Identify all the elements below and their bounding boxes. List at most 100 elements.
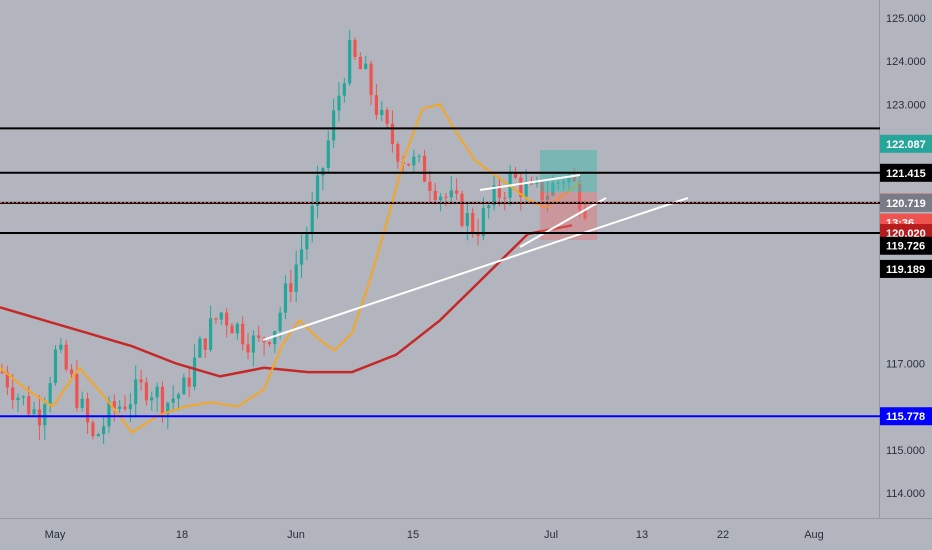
candle-body	[214, 318, 218, 320]
candle-body	[43, 404, 47, 426]
candle-body	[128, 404, 132, 410]
candle-body	[198, 338, 202, 358]
candle-body	[369, 63, 373, 96]
trendline-channel-top[interactable]	[479, 174, 581, 191]
time-tick-label: 15	[407, 529, 419, 541]
time-tick-label: May	[45, 529, 66, 541]
candle-body	[406, 163, 411, 166]
candle-body	[385, 109, 389, 124]
candle-body	[230, 325, 234, 334]
candle-body	[545, 195, 550, 200]
price-tick-label: 124.000	[886, 56, 926, 68]
candle-body	[112, 401, 116, 409]
candle-body	[460, 193, 464, 226]
candle-body	[583, 209, 587, 219]
candle-body	[449, 190, 453, 198]
candle-body	[134, 379, 138, 405]
candle-body	[176, 394, 181, 399]
candle-body	[5, 372, 9, 388]
time-tick-label: 22	[717, 529, 729, 541]
candle-body	[139, 379, 143, 383]
price-tick-label: 125.000	[886, 13, 926, 25]
candle-body	[417, 155, 421, 157]
candle-body	[150, 397, 154, 401]
time-tick-labels: May 18 Jun 15 Jul 13 22 Aug	[45, 529, 824, 541]
time-tick-label: 18	[176, 529, 188, 541]
candle-body	[294, 264, 298, 292]
candle-body	[455, 190, 459, 194]
candle-body	[321, 168, 325, 176]
price-badge-label: 122.087	[886, 139, 926, 151]
candle-body	[529, 183, 534, 185]
price-badge	[880, 193, 932, 212]
price-tick-label: 123.000	[886, 99, 926, 111]
candle-body	[225, 312, 229, 326]
candle-body	[283, 283, 288, 313]
candle-body	[0, 372, 4, 374]
candle-body	[332, 110, 336, 141]
candle-body	[348, 39, 352, 84]
price-badge-label: 121.415	[886, 168, 926, 180]
candle-body	[37, 409, 42, 426]
plot-area[interactable]	[0, 0, 880, 518]
candle-body	[102, 426, 106, 435]
candle-body	[187, 377, 191, 387]
price-badge	[880, 236, 932, 255]
candle-body	[364, 63, 368, 70]
candle-body	[85, 398, 90, 423]
price-badge	[880, 134, 932, 153]
price-badge-label: 115.778	[886, 411, 925, 423]
candle-body	[492, 185, 496, 206]
candle-body	[69, 369, 74, 374]
candle-body	[380, 109, 384, 116]
candle-body	[487, 205, 491, 209]
candle-body	[471, 212, 475, 233]
candle-body	[160, 386, 165, 414]
candle-body	[433, 190, 437, 201]
candle-body	[578, 181, 582, 210]
candle-body	[476, 232, 480, 237]
candle-body	[428, 181, 432, 191]
candle-body	[535, 181, 539, 184]
price-badge-label: 119.726	[886, 241, 925, 253]
candle-body	[273, 331, 277, 345]
candle-body	[11, 387, 15, 401]
candle-body	[267, 342, 272, 345]
target-zone-box[interactable]	[540, 150, 597, 192]
trendline-support[interactable]	[262, 197, 689, 341]
price-tick-label: 114.000	[886, 488, 925, 500]
candle-body	[342, 83, 346, 96]
candle-body	[59, 344, 63, 350]
candle-body	[422, 155, 427, 182]
candle-body	[444, 196, 448, 198]
candle-body	[310, 205, 314, 235]
candle-body	[32, 409, 36, 415]
candle-body	[438, 196, 443, 201]
candle-body	[27, 396, 31, 415]
candle-body	[235, 323, 239, 334]
price-badge	[880, 259, 932, 278]
candle-body	[305, 234, 309, 250]
candle-body	[182, 377, 186, 395]
fast-moving-average-line	[0, 103, 582, 434]
candle-body	[16, 397, 20, 401]
candle-body	[524, 183, 528, 197]
candle-body	[396, 143, 400, 162]
candle-body	[53, 349, 58, 384]
candle-body	[412, 156, 416, 166]
candle-body	[166, 402, 170, 414]
trendline-channel-bottom[interactable]	[519, 197, 607, 248]
price-tick-label: 117.000	[886, 358, 925, 370]
price-badge	[880, 407, 932, 426]
candle-body	[481, 208, 485, 237]
candle-body	[208, 318, 213, 350]
candle-body	[251, 335, 255, 353]
candle-body	[171, 398, 175, 403]
candle-body	[118, 406, 122, 409]
candle-body	[337, 95, 341, 111]
price-badges: 122.087121.415120.72613:36120.719120.020…	[880, 134, 932, 426]
candle-body	[257, 335, 261, 338]
candle-body	[497, 185, 502, 198]
time-tick-label: 13	[636, 529, 648, 541]
